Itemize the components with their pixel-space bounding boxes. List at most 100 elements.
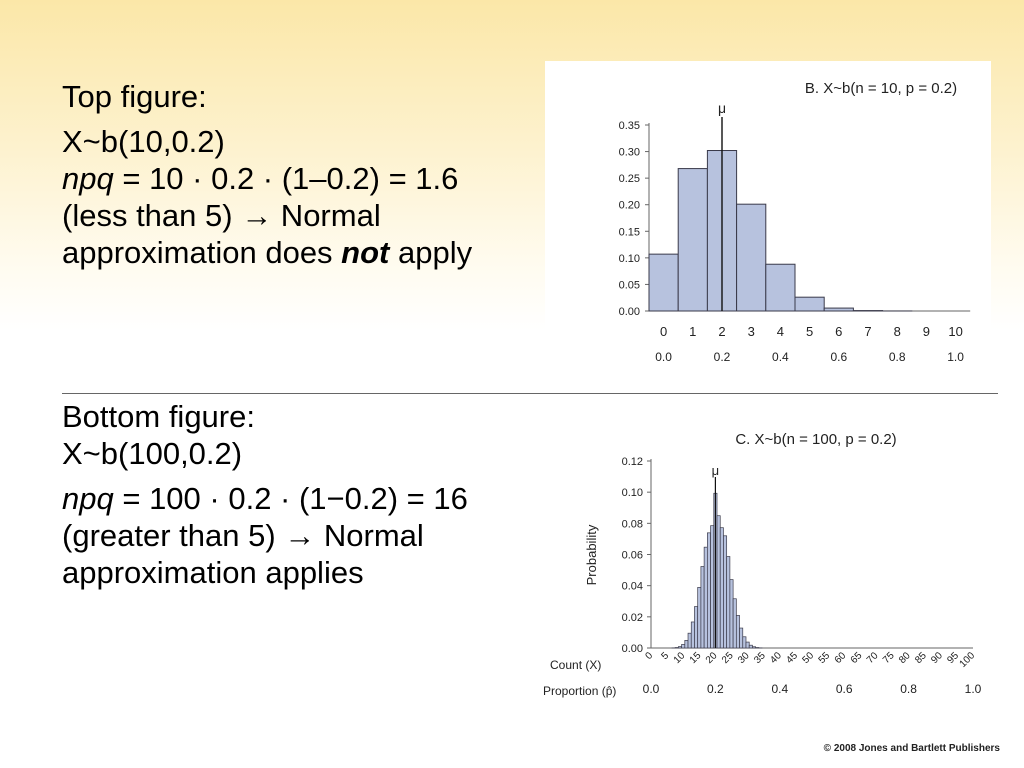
chart-c-mu-label: μ [712, 463, 720, 478]
chart-b-bar [794, 296, 825, 312]
chart-c-bar [723, 535, 728, 649]
chart-b-count-tick-label: 2 [718, 324, 725, 339]
chart-b-y-tick-label: 0.00 [619, 306, 640, 318]
chart-c-bar [694, 606, 699, 649]
chart-c-title: C. X~b(n = 100, p = 0.2) [735, 431, 896, 448]
chart-b-y-tick-label: 0.30 [619, 147, 640, 159]
chart-c-count-tick-label: 50 [800, 650, 816, 666]
chart-b-binomial-n10: B. X~b(n = 10, p = 0.2)0.000.050.100.150… [619, 80, 971, 364]
chart-c-bar [732, 598, 737, 649]
chart-b-proportion-tick-label: 0.4 [772, 350, 789, 364]
chart-c-bar [687, 632, 692, 649]
chart-b-count-tick-label: 0 [660, 324, 667, 339]
chart-c-count-tick-label: 15 [688, 650, 704, 666]
chart-b-bar [823, 307, 854, 312]
chart-c-bar [742, 636, 747, 649]
chart-c-bar [735, 615, 740, 649]
chart-c-count-tick-label: 55 [817, 650, 833, 666]
chart-b-bar [648, 253, 679, 312]
chart-c-bar [752, 646, 756, 649]
chart-c-panel: C. X~b(n = 100, p = 0.2) 0.00 0.02 0.04 0.06… [528, 420, 998, 702]
top-figure-description: Top figure: X~b(10,0.2) npq = 10 · 0.2 ·… [62, 78, 532, 271]
top-npq-var: npq [62, 161, 114, 196]
chart-c-count-tick-label: 65 [849, 650, 865, 666]
chart-c-bar [703, 546, 708, 649]
chart-c-y-tick-label: 0.06 [622, 550, 643, 562]
chart-b-proportion-tick-label: 0.8 [889, 350, 906, 364]
chart-b-y-tick-label: 0.20 [619, 200, 640, 212]
chart-c-count-tick-label: 40 [768, 650, 784, 666]
chart-c-bar [716, 515, 721, 649]
chart-c-y-tick-label: 0.04 [622, 581, 643, 593]
chart-b-bar [677, 168, 708, 312]
chart-c-count-tick-label: 10 [672, 650, 688, 666]
chart-c-proportion-tick-label: 0.0 [643, 682, 660, 696]
chart-c-count-tick-label: 100 [958, 650, 978, 670]
chart-c-bar [739, 627, 744, 649]
chart-c-count-tick-label: 90 [929, 650, 945, 666]
chart-c-count-tick-label: 30 [736, 650, 752, 666]
chart-c-bar [729, 579, 734, 649]
top-distribution: X~b(10,0.2) [62, 124, 225, 159]
bottom-npq-text: npq = 100 · 0.2 · (1−0.2) = 16 (greater … [62, 480, 532, 591]
chart-c-y-label: Probability [584, 524, 599, 585]
chart-c-bar [745, 641, 750, 649]
chart-b-count-tick-label: 5 [806, 324, 813, 339]
chart-b-proportion-tick-label: 1.0 [947, 350, 964, 364]
chart-b-bar [736, 203, 767, 312]
chart-b-count-tick-label: 6 [835, 324, 842, 339]
chart-c-bar [707, 532, 711, 649]
chart-c-bar [748, 644, 753, 649]
chart-c-count-tick-label: 25 [720, 650, 736, 666]
chart-c-y-tick-label: 0.00 [622, 643, 643, 655]
chart-b-y-tick-label: 0.35 [619, 120, 640, 132]
chart-b-count-tick-label: 3 [748, 324, 755, 339]
chart-c-count-tick-label: 80 [897, 650, 913, 666]
chart-c-bar [690, 621, 695, 649]
top-tail: apply [389, 235, 473, 270]
chart-c-count-tick-label: 85 [913, 650, 929, 666]
chart-c-count-tick-label: 0 [643, 650, 655, 662]
chart-c-proportion-tick-label: 0.8 [900, 682, 917, 696]
chart-b-title: B. X~b(n = 10, p = 0.2) [805, 80, 957, 97]
chart-c-proportion-tick-label: 1.0 [965, 682, 982, 696]
section-divider [62, 393, 998, 394]
chart-b-y-tick-label: 0.05 [619, 279, 640, 291]
bottom-distribution: X~b(100,0.2) [62, 436, 243, 471]
chart-b-y-tick-label: 0.25 [619, 173, 640, 185]
chart-c-count-tick-label: 60 [833, 650, 849, 666]
chart-c-y-tick-label: 0.02 [622, 612, 643, 624]
chart-b-count-tick-label: 1 [689, 324, 696, 339]
chart-c-bar [678, 646, 682, 649]
chart-c-count-tick-label: 45 [784, 650, 800, 666]
bottom-npq-rest: = 100 · 0.2 · (1−0.2) = 16 (greater than… [62, 481, 468, 590]
top-npq-text: npq = 10 · 0.2 · (1–0.2) = 1.6 (less tha… [62, 160, 532, 271]
chart-c-proportion-tick-label: 0.6 [836, 682, 853, 696]
chart-c-count-tick-label: 75 [881, 650, 897, 666]
chart-c-bar [710, 525, 715, 649]
chart-c-y-tick-label: 0.10 [622, 487, 643, 499]
chart-b-count-tick-label: 9 [923, 324, 930, 339]
bottom-figure-description: Bottom figure: X~b(100,0.2) npq = 100 · … [62, 398, 532, 591]
chart-b-count-tick-label: 8 [894, 324, 901, 339]
chart-b-proportion-tick-label: 0.0 [655, 350, 672, 364]
chart-b-proportion-tick-label: 0.2 [714, 350, 731, 364]
top-emph: not [341, 235, 390, 270]
chart-b-proportion-tick-label: 0.6 [830, 350, 847, 364]
chart-c-count-tick-label: 20 [704, 650, 720, 666]
chart-c-proportion-tick-label: 0.2 [707, 682, 724, 696]
chart-c-bar [681, 644, 686, 649]
top-npq-rest: = 10 · 0.2 · (1–0.2) = 1.6 (less than 5)… [62, 161, 459, 270]
chart-c-y-tick-label: 0.12 [622, 456, 643, 468]
chart-c-count-tick-label: 5 [660, 650, 672, 662]
chart-c-bar [697, 587, 702, 649]
chart-c-bar [700, 566, 705, 649]
chart-c-proportion-label: Proportion (p̂) [543, 684, 616, 698]
chart-c-proportion-tick-label: 0.4 [771, 682, 788, 696]
chart-b-count-tick-label: 7 [864, 324, 871, 339]
chart-b-count-tick-label: 10 [948, 324, 962, 339]
chart-c-y-tick-label: 0.08 [622, 518, 643, 530]
chart-c-count-tick-label: 35 [752, 650, 768, 666]
chart-c-bar [684, 640, 689, 649]
bottom-heading: Bottom figure: [62, 399, 255, 434]
